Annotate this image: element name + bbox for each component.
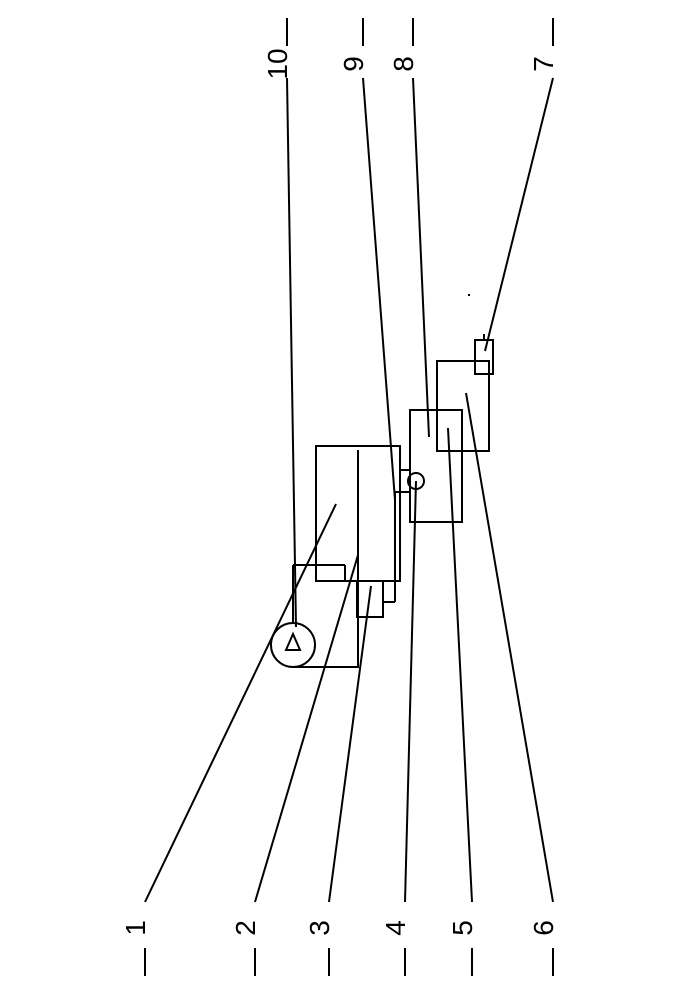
pump-circle [271, 623, 315, 667]
leader-4 [405, 481, 416, 902]
leader-7 [485, 78, 553, 351]
leader-1 [145, 504, 336, 902]
diagram-strokes [145, 18, 553, 976]
leader-8 [413, 78, 429, 437]
leader-2 [255, 555, 358, 902]
labels-top: 7 8 9 10 [262, 48, 559, 79]
label-1: 1 [120, 920, 151, 936]
label-8: 8 [388, 56, 419, 72]
label-6: 6 [528, 920, 559, 936]
label-2: 2 [230, 920, 261, 936]
label-10: 10 [262, 48, 293, 79]
leader-5 [448, 428, 472, 902]
leader-10 [287, 78, 296, 627]
label-9: 9 [338, 56, 369, 72]
label-3: 3 [304, 920, 335, 936]
leader-9 [363, 78, 395, 500]
leader-6 [466, 393, 553, 902]
labels-bottom: 1 2 3 4 5 6 [120, 920, 559, 936]
label-4: 4 [380, 920, 411, 936]
schematic-diagram: 1 2 3 4 5 6 7 8 9 10 [0, 0, 700, 1000]
pump-triangle-icon [286, 634, 300, 650]
label-5: 5 [447, 920, 478, 936]
cap-block [475, 340, 493, 374]
label-7: 7 [528, 56, 559, 72]
